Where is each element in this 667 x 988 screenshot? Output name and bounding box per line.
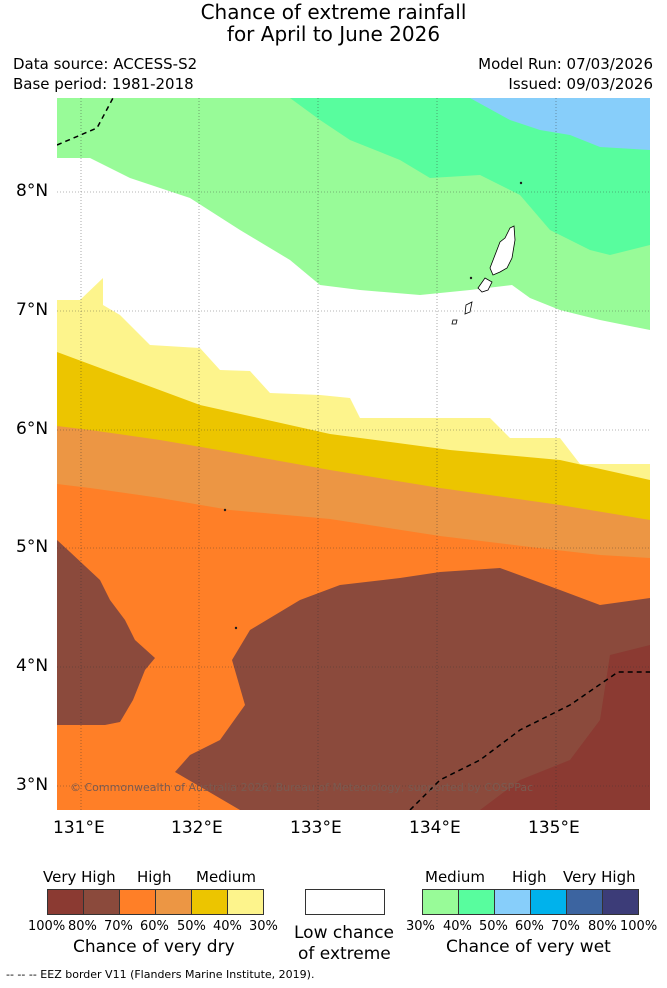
lon-label-132e: 132°E (171, 818, 223, 838)
dry-tick-50: 50% (177, 919, 206, 934)
dry-tick-40: 40% (213, 919, 242, 934)
wet-tick-30: 30% (406, 919, 435, 934)
dry-swatch-70-60 (119, 889, 156, 915)
dry-category-very-high: Very High (43, 868, 116, 886)
wet-swatch-50-60 (494, 889, 531, 915)
lat-label-6n: 6°N (16, 419, 49, 439)
wet-swatch-70-80 (566, 889, 603, 915)
wet-swatch-80-100 (602, 889, 639, 915)
dry-swatch-100-80 (47, 889, 84, 915)
lon-label-134e: 134°E (409, 818, 461, 838)
dry-colorbar (47, 889, 264, 915)
wet-swatch-40-50 (458, 889, 495, 915)
dry-caption: Chance of very dry (73, 937, 235, 957)
dry-tick-70: 70% (104, 919, 133, 934)
wet-swatch-30-40 (422, 889, 459, 915)
wet-category-medium: Medium (425, 868, 485, 886)
dry-category-medium: Medium (196, 868, 256, 886)
zone-dark-red (480, 645, 650, 810)
dry-swatch-60-50 (155, 889, 192, 915)
dry-tick-30: 30% (249, 919, 278, 934)
zone-brown-south (175, 568, 650, 810)
eez-border (57, 98, 650, 810)
wet-tick-100: 100% (620, 919, 658, 934)
low-chance-caption-line2: of extreme (298, 944, 391, 964)
dry-swatch-50-40 (191, 889, 228, 915)
zone-brown-west (57, 540, 155, 725)
dry-category-high: High (137, 868, 172, 886)
model-run: Model Run: 07/03/2026 (478, 55, 653, 73)
issued-date: Issued: 09/03/2026 (508, 75, 653, 93)
map-copyright: © Commonwealth of Australia 2026, Bureau… (70, 781, 533, 794)
lat-label-8n: 8°N (16, 181, 49, 201)
dry-tick-100: 100% (28, 919, 66, 934)
dry-swatch-40-30 (227, 889, 264, 915)
eez-footer-note: -- -- -- EEZ border V11 (Flanders Marine… (6, 968, 315, 981)
wet-category-very-high: Very High (563, 868, 636, 886)
wet-tick-60: 60% (515, 919, 544, 934)
palau-islands (223, 181, 523, 630)
lon-label-131e: 131°E (53, 818, 105, 838)
dry-tick-80: 80% (68, 919, 97, 934)
wet-category-high: High (512, 868, 547, 886)
lat-label-4n: 4°N (16, 656, 49, 676)
wet-tick-40: 40% (443, 919, 472, 934)
rainfall-map: © Commonwealth of Australia 2026, Bureau… (57, 98, 650, 810)
dry-swatch-80-70 (83, 889, 120, 915)
zone-medium-green (290, 98, 650, 255)
wet-tick-50: 50% (479, 919, 508, 934)
dry-tick-60: 60% (140, 919, 169, 934)
lat-label-5n: 5°N (16, 537, 49, 557)
wet-swatch-60-70 (530, 889, 567, 915)
base-period: Base period: 1981-2018 (13, 75, 194, 93)
lat-label-7n: 7°N (16, 300, 49, 320)
wet-colorbar (422, 889, 639, 915)
data-source: Data source: ACCESS-S2 (13, 55, 198, 73)
wet-caption: Chance of very wet (446, 937, 611, 957)
map-title-line2: for April to June 2026 (226, 22, 441, 46)
low-chance-swatch (305, 889, 385, 915)
wet-tick-80: 80% (588, 919, 617, 934)
lon-label-135e: 135°E (528, 818, 580, 838)
map-title-line1: Chance of extreme rainfall (200, 0, 467, 24)
lat-label-3n: 3°N (16, 775, 49, 795)
lon-label-133e: 133°E (290, 818, 342, 838)
wet-tick-70: 70% (551, 919, 580, 934)
low-chance-caption-line1: Low chance (294, 923, 394, 943)
zone-light-blue (470, 98, 650, 150)
